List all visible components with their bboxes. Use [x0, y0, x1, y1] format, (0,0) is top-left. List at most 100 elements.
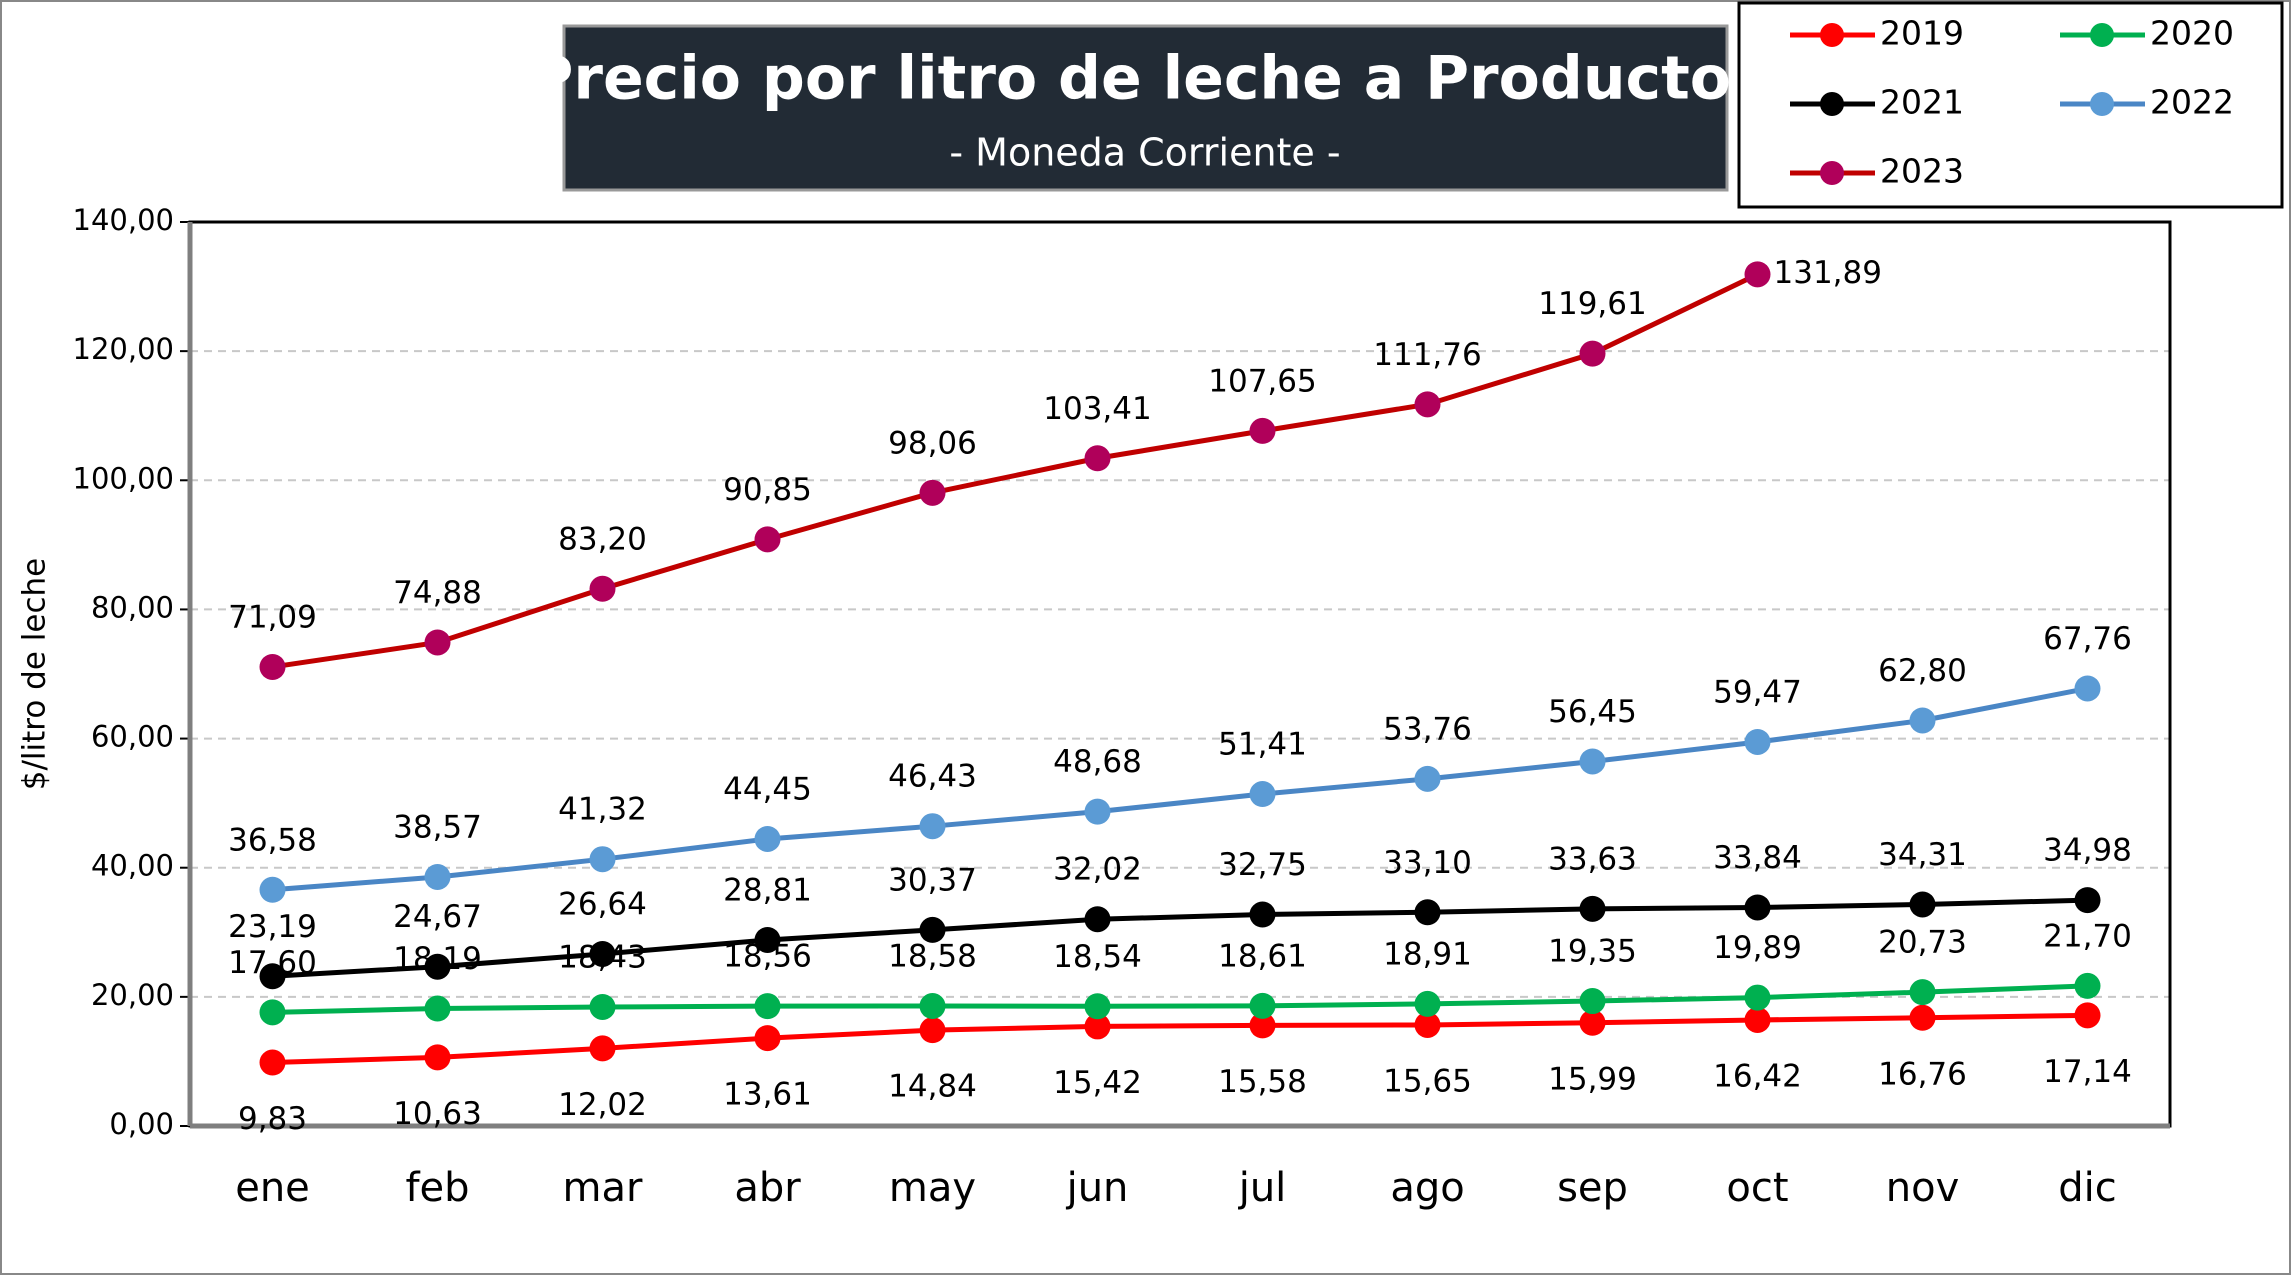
legend-label: 2023 — [1880, 152, 1964, 191]
x-tick-label: jun — [1066, 1165, 1129, 1211]
data-point — [259, 999, 286, 1026]
data-label: 26,64 — [558, 886, 647, 922]
data-label: 46,43 — [888, 759, 977, 795]
data-point — [424, 863, 451, 890]
data-label: 33,84 — [1713, 840, 1802, 876]
data-point — [754, 926, 781, 953]
legend-label: 2021 — [1880, 83, 1964, 122]
data-label: 111,76 — [1373, 337, 1481, 373]
data-point — [1249, 992, 1276, 1019]
data-point — [589, 940, 616, 967]
chart-title: Precio por litro de leche a Productor — [529, 44, 1761, 114]
series-line — [272, 272, 1759, 670]
data-label: 15,58 — [1218, 1064, 1307, 1100]
data-label: 15,65 — [1383, 1063, 1472, 1099]
y-tick-label: 60,00 — [91, 720, 174, 754]
data-label: 16,42 — [1713, 1058, 1802, 1094]
y-tick-label: 40,00 — [91, 849, 174, 883]
data-point — [424, 1044, 451, 1071]
data-label: 34,98 — [2043, 833, 2132, 869]
data-point — [1249, 417, 1276, 444]
data-label: 30,37 — [888, 862, 977, 898]
legend-marker — [1820, 23, 1844, 47]
data-point — [1084, 993, 1111, 1020]
data-label: 19,89 — [1713, 930, 1802, 966]
data-label: 14,84 — [888, 1069, 977, 1105]
x-tick-label: ago — [1390, 1165, 1464, 1211]
data-point — [589, 575, 616, 602]
data-label: 90,85 — [723, 472, 812, 508]
data-label: 17,14 — [2043, 1054, 2132, 1090]
data-point — [259, 963, 286, 990]
data-point — [2074, 972, 2101, 999]
data-label: 21,70 — [2043, 918, 2132, 954]
data-label: 53,76 — [1383, 711, 1472, 747]
y-axis-label: $/litro de leche — [17, 558, 53, 791]
data-point — [424, 629, 451, 656]
data-point — [259, 876, 286, 903]
data-label: 15,99 — [1548, 1061, 1637, 1097]
legend-label: 2019 — [1880, 14, 1964, 53]
data-label: 23,19 — [228, 909, 317, 945]
x-tick-label: nov — [1886, 1165, 1960, 1211]
data-point — [1909, 707, 1936, 734]
series-line — [272, 983, 2088, 1015]
data-label: 18,91 — [1383, 936, 1472, 972]
data-point — [259, 653, 286, 680]
data-point — [424, 995, 451, 1022]
data-point — [1249, 901, 1276, 928]
data-label: 9,83 — [238, 1101, 307, 1137]
data-label: 28,81 — [723, 872, 812, 908]
data-label: 103,41 — [1043, 391, 1151, 427]
data-label: 34,31 — [1878, 837, 1967, 873]
data-label: 33,63 — [1548, 841, 1637, 877]
data-label: 119,61 — [1538, 286, 1646, 322]
data-point — [919, 1017, 946, 1044]
data-label: 18,54 — [1053, 939, 1142, 975]
data-point — [589, 1035, 616, 1062]
data-label: 48,68 — [1053, 744, 1142, 780]
data-label: 24,67 — [393, 899, 482, 935]
y-tick-label: 0,00 — [109, 1107, 174, 1141]
legend-marker — [1820, 161, 1844, 185]
x-tick-label: oct — [1726, 1165, 1788, 1211]
data-label: 10,63 — [393, 1096, 482, 1132]
data-point — [1579, 988, 1606, 1015]
legend-marker — [2090, 92, 2114, 116]
data-point — [754, 825, 781, 852]
data-point — [1414, 990, 1441, 1017]
data-point — [1909, 1004, 1936, 1031]
x-tick-label: jul — [1238, 1165, 1287, 1211]
y-tick-label: 80,00 — [91, 590, 174, 624]
data-point — [1744, 261, 1771, 288]
data-point — [1414, 391, 1441, 418]
data-point — [2074, 1002, 2101, 1029]
data-point — [1744, 984, 1771, 1011]
data-label: 38,57 — [393, 809, 482, 845]
legend-label: 2020 — [2150, 14, 2234, 53]
data-point — [1579, 895, 1606, 922]
data-point — [2074, 887, 2101, 914]
data-label: 19,35 — [1548, 934, 1637, 970]
series-line — [272, 686, 2088, 893]
data-label: 15,42 — [1053, 1065, 1142, 1101]
title-box — [562, 24, 1729, 192]
data-point — [1414, 765, 1441, 792]
data-point — [589, 846, 616, 873]
data-label: 33,10 — [1383, 845, 1472, 881]
x-tick-label: dic — [2058, 1165, 2117, 1211]
data-label: 67,76 — [2043, 621, 2132, 657]
data-label: 20,73 — [1878, 925, 1967, 961]
data-label: 16,76 — [1878, 1056, 1967, 1092]
data-point — [1909, 891, 1936, 918]
data-label: 41,32 — [558, 792, 647, 828]
data-point — [2074, 675, 2101, 702]
data-point — [1084, 1013, 1111, 1040]
data-label: 131,89 — [1774, 255, 1882, 291]
x-tick-label: feb — [405, 1165, 469, 1211]
legend-marker — [2090, 23, 2114, 47]
plot-area — [190, 222, 2170, 1126]
data-label: 56,45 — [1548, 694, 1637, 730]
data-label: 18,61 — [1218, 938, 1307, 974]
